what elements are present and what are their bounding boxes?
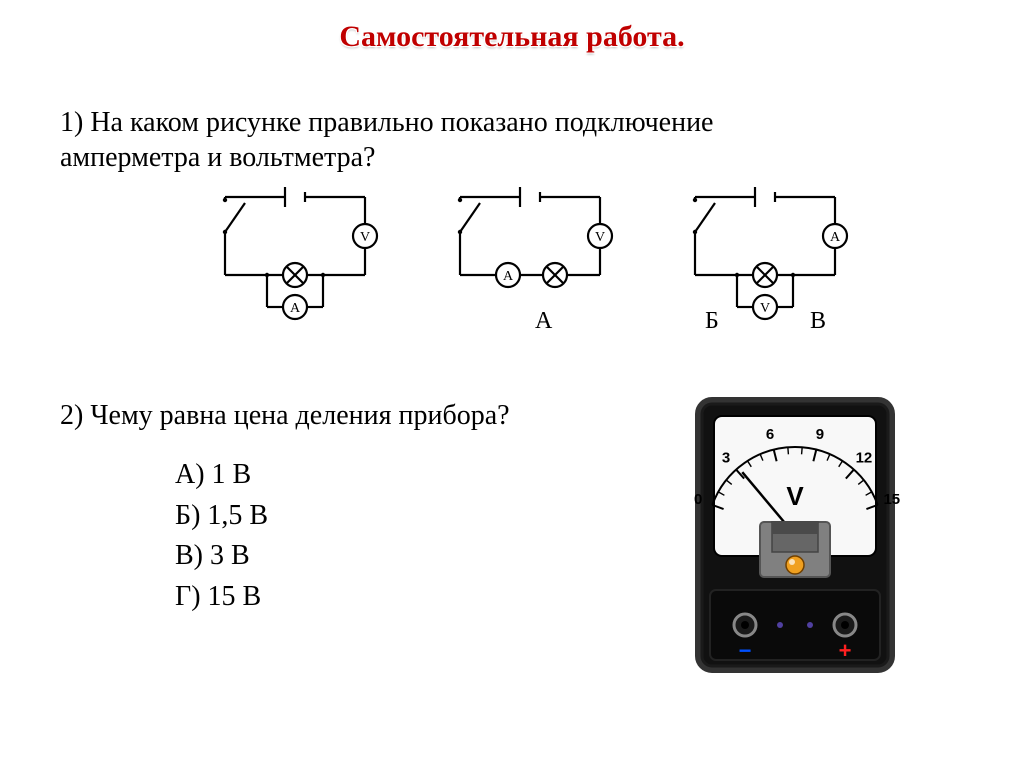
svg-text:A: A: [830, 230, 841, 245]
page-title: Самостоятельная работа.: [0, 20, 1024, 54]
svg-text:0: 0: [694, 491, 702, 508]
svg-text:9: 9: [816, 426, 824, 443]
circuit-b-svg: VA: [435, 185, 625, 325]
svg-text:V: V: [786, 481, 804, 511]
page-root: Самостоятельная работа. 1) На каком рису…: [0, 0, 1024, 768]
svg-text:15: 15: [883, 491, 900, 508]
circuit-c-svg: AV: [670, 185, 860, 325]
answer-a: А) 1 В: [175, 455, 268, 496]
circuits-row: VA VA AV: [200, 185, 900, 365]
circuit-c: AV: [670, 185, 860, 325]
circuit-a-svg: VA: [200, 185, 390, 325]
voltmeter-svg: 0 3 6 9 12 15 V − +: [680, 390, 910, 690]
answer-b: Б) 1,5 В: [175, 496, 268, 537]
label-c: В: [810, 308, 826, 335]
answer-d: Г) 15 В: [175, 577, 268, 618]
svg-text:V: V: [360, 230, 370, 245]
svg-text:A: A: [290, 301, 301, 316]
circuit-a: VA: [200, 185, 390, 325]
svg-text:A: A: [503, 269, 514, 284]
svg-text:+: +: [839, 638, 852, 663]
svg-text:V: V: [595, 230, 605, 245]
svg-text:V: V: [760, 301, 770, 316]
q1-line2: амперметра и вольтметра?: [60, 142, 375, 173]
svg-text:6: 6: [766, 426, 774, 443]
question-1: 1) На каком рисунке правильно показано п…: [60, 105, 960, 175]
q1-line1: 1) На каком рисунке правильно показано п…: [60, 107, 713, 138]
label-a: А: [535, 308, 552, 335]
answers-list: А) 1 В Б) 1,5 В В) 3 В Г) 15 В: [175, 455, 268, 617]
answer-c: В) 3 В: [175, 536, 268, 577]
label-b: Б: [705, 308, 719, 335]
svg-text:12: 12: [856, 449, 873, 466]
question-2: 2) Чему равна цена деления прибора?: [60, 400, 510, 432]
svg-text:3: 3: [722, 449, 730, 466]
circuit-b: VA: [435, 185, 625, 325]
svg-text:−: −: [739, 638, 752, 663]
voltmeter-figure: 0 3 6 9 12 15 V − +: [680, 390, 910, 690]
